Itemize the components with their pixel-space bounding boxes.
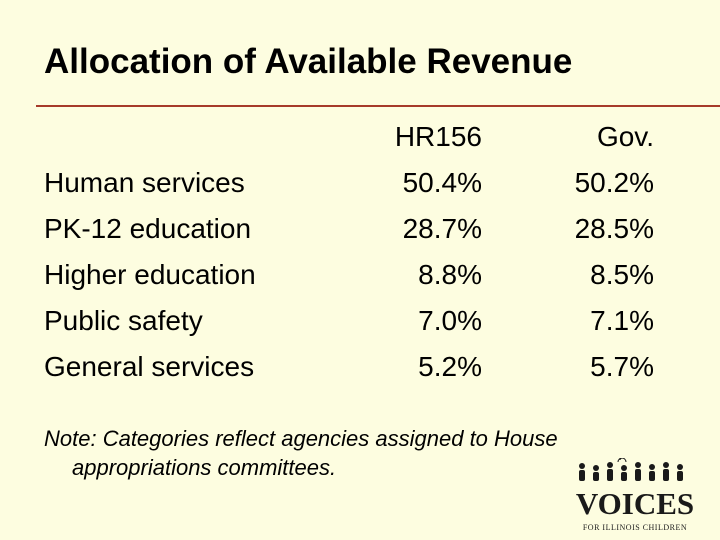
logo-word: VOICES <box>576 486 694 521</box>
row-hr156-value: 50.4% <box>402 167 482 198</box>
row-hr156-value: 5.2% <box>418 351 482 382</box>
header-gov: Gov. <box>596 121 654 152</box>
allocation-table-container: HR156 Gov. Human services 50.4% 50.2% PK… <box>44 114 654 390</box>
table-row: Human services 50.4% 50.2% <box>44 160 654 206</box>
voices-logo-graphic: VOICES FOR ILLINOIS CHILDREN <box>576 457 694 532</box>
table-header-row: HR156 Gov. <box>44 114 654 160</box>
row-gov-value: 5.7% <box>590 351 654 382</box>
row-category: Public safety <box>44 305 203 336</box>
table-row: General services 5.2% 5.7% <box>44 344 654 390</box>
voices-logo: VOICES FOR ILLINOIS CHILDREN <box>568 457 702 536</box>
table-row: PK-12 education 28.7% 28.5% <box>44 206 654 252</box>
row-hr156-value: 28.7% <box>402 213 482 244</box>
row-category: Human services <box>44 167 245 198</box>
row-category: PK-12 education <box>44 213 252 244</box>
footnote: Note: Categories reflect agencies assign… <box>44 424 684 482</box>
footnote-line-1: Note: Categories reflect agencies assign… <box>44 426 558 451</box>
header-hr156: HR156 <box>394 121 482 152</box>
row-hr156-value: 7.0% <box>418 305 482 336</box>
row-category: Higher education <box>44 259 256 290</box>
table-row: Public safety 7.0% 7.1% <box>44 298 654 344</box>
table-row: Higher education 8.8% 8.5% <box>44 252 654 298</box>
row-gov-value: 7.1% <box>590 305 654 336</box>
row-hr156-value: 8.8% <box>418 259 482 290</box>
logo-tagline: FOR ILLINOIS CHILDREN <box>583 523 687 532</box>
row-category: General services <box>44 351 255 382</box>
row-gov-value: 28.5% <box>574 213 654 244</box>
allocation-table: HR156 Gov. Human services 50.4% 50.2% PK… <box>44 114 654 390</box>
balloon-icon <box>617 457 627 463</box>
footnote-line-2: appropriations committees. <box>72 455 337 480</box>
slide-title: Allocation of Available Revenue <box>44 42 573 81</box>
row-gov-value: 8.5% <box>590 259 654 290</box>
children-figures-icon <box>579 462 683 481</box>
header-category <box>44 114 340 160</box>
title-divider <box>36 105 720 107</box>
row-gov-value: 50.2% <box>574 167 654 198</box>
